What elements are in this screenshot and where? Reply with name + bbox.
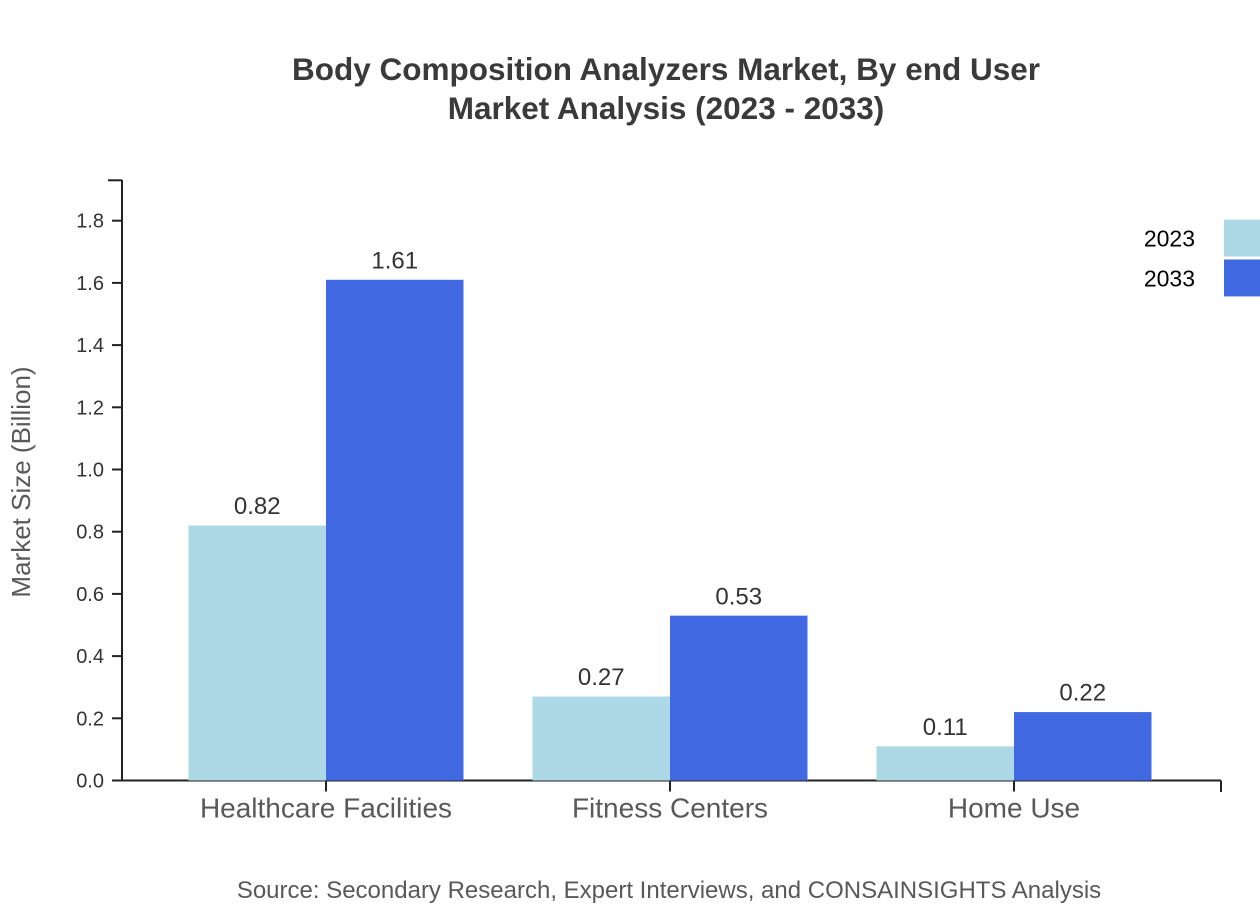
- svg-text:0.0: 0.0: [76, 771, 104, 793]
- svg-text:1.6: 1.6: [76, 273, 104, 295]
- svg-text:0.53: 0.53: [715, 583, 762, 610]
- svg-text:Home Use: Home Use: [948, 793, 1080, 824]
- svg-text:0.11: 0.11: [923, 714, 968, 741]
- svg-text:1.8: 1.8: [76, 211, 104, 233]
- svg-text:1.2: 1.2: [76, 397, 104, 419]
- svg-text:0.82: 0.82: [234, 493, 281, 520]
- svg-text:Fitness Centers: Fitness Centers: [572, 793, 768, 824]
- svg-text:0.8: 0.8: [76, 522, 104, 544]
- svg-text:0.4: 0.4: [76, 646, 104, 668]
- svg-text:0.27: 0.27: [578, 664, 625, 691]
- svg-text:2033: 2033: [1144, 265, 1195, 291]
- svg-text:0.2: 0.2: [76, 708, 104, 730]
- svg-text:2023: 2023: [1144, 225, 1195, 251]
- svg-text:0.6: 0.6: [76, 584, 104, 606]
- svg-text:1.0: 1.0: [76, 460, 104, 482]
- svg-text:1.61: 1.61: [371, 247, 418, 274]
- svg-text:1.4: 1.4: [76, 335, 104, 357]
- svg-text:Source: Secondary Research, Ex: Source: Secondary Research, Expert Inter…: [237, 877, 1101, 904]
- svg-text:0.22: 0.22: [1059, 680, 1106, 707]
- svg-text:Healthcare Facilities: Healthcare Facilities: [200, 793, 452, 824]
- svg-text:Market Size (Billion): Market Size (Billion): [6, 366, 36, 597]
